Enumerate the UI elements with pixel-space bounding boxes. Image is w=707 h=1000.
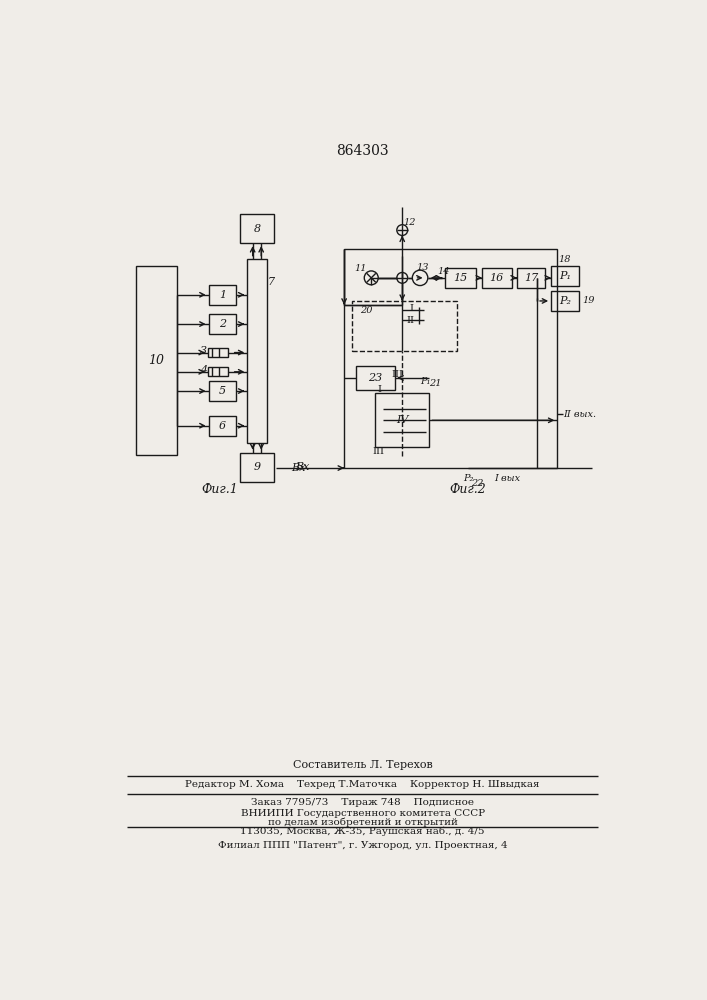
Bar: [551, 266, 579, 286]
Text: 15: 15: [453, 273, 467, 283]
Text: 13: 13: [416, 263, 428, 272]
Text: II: II: [406, 316, 414, 325]
Text: Филиал ППП "Патент", г. Ужгород, ул. Проектная, 4: Филиал ППП "Патент", г. Ужгород, ул. Про…: [218, 841, 508, 850]
Text: 4: 4: [200, 365, 207, 375]
Text: P₁: P₁: [559, 271, 571, 281]
Text: 20: 20: [360, 306, 372, 315]
Text: 12: 12: [404, 218, 416, 227]
Text: Вх: Вх: [291, 463, 306, 473]
Bar: [517, 268, 545, 288]
Text: Фиг.2: Фиг.2: [450, 483, 486, 496]
Text: I вых: I вых: [493, 474, 520, 483]
Text: 113035, Москва, Ж-35, Раушская наб., д. 4/5: 113035, Москва, Ж-35, Раушская наб., д. …: [240, 827, 485, 836]
Text: 17: 17: [524, 273, 538, 283]
Text: III: III: [372, 447, 384, 456]
Bar: [247, 259, 267, 443]
Text: 6: 6: [219, 421, 226, 431]
Bar: [445, 268, 476, 288]
Bar: [375, 393, 429, 447]
Bar: [344, 249, 557, 468]
Text: 9: 9: [253, 462, 260, 472]
Text: 14: 14: [437, 267, 450, 276]
Text: I: I: [409, 304, 414, 313]
Text: 2: 2: [219, 319, 226, 329]
Bar: [209, 314, 236, 334]
Bar: [209, 285, 236, 305]
Bar: [208, 367, 228, 376]
Text: Составитель Л. Терехов: Составитель Л. Терехов: [293, 760, 433, 770]
Text: P₂: P₂: [463, 474, 473, 483]
Text: по делам изобретений и открытий: по делам изобретений и открытий: [268, 817, 457, 827]
Text: 19: 19: [582, 296, 595, 305]
Bar: [209, 416, 236, 436]
Text: 864303: 864303: [337, 144, 389, 158]
Bar: [356, 366, 395, 389]
Text: III: III: [392, 370, 404, 379]
Text: Заказ 7795/73    Тираж 748    Подписное: Заказ 7795/73 Тираж 748 Подписное: [251, 798, 474, 807]
Text: Вх: Вх: [296, 462, 310, 472]
Text: Редактор М. Хома    Техред Т.Маточка    Корректор Н. Швыдкая: Редактор М. Хома Техред Т.Маточка Коррек…: [185, 780, 540, 789]
Text: II вых.: II вых.: [563, 410, 597, 419]
Text: 8: 8: [253, 224, 260, 234]
Bar: [551, 291, 579, 311]
Bar: [240, 214, 274, 243]
Bar: [208, 348, 228, 357]
Text: I: I: [378, 385, 382, 394]
Text: 1: 1: [219, 290, 226, 300]
Text: 21: 21: [428, 379, 441, 388]
Bar: [482, 268, 512, 288]
Text: IV: IV: [396, 415, 409, 425]
Text: P₂: P₂: [559, 296, 571, 306]
Text: 7: 7: [268, 277, 275, 287]
Text: P₁: P₁: [421, 377, 431, 386]
Bar: [136, 266, 177, 455]
Text: Фиг.1: Фиг.1: [201, 483, 238, 496]
Text: 18: 18: [559, 255, 571, 264]
Text: 22: 22: [471, 479, 484, 488]
Text: ВНИИПИ Государственного комитета СССР: ВНИИПИ Государственного комитета СССР: [240, 808, 485, 818]
Text: 5: 5: [219, 386, 226, 396]
Bar: [352, 301, 457, 351]
Text: 23: 23: [368, 373, 382, 383]
Text: 16: 16: [490, 273, 504, 283]
Text: 10: 10: [148, 354, 165, 367]
Bar: [240, 453, 274, 482]
Text: 3: 3: [200, 346, 207, 356]
Text: 11: 11: [354, 264, 367, 273]
Bar: [209, 381, 236, 401]
